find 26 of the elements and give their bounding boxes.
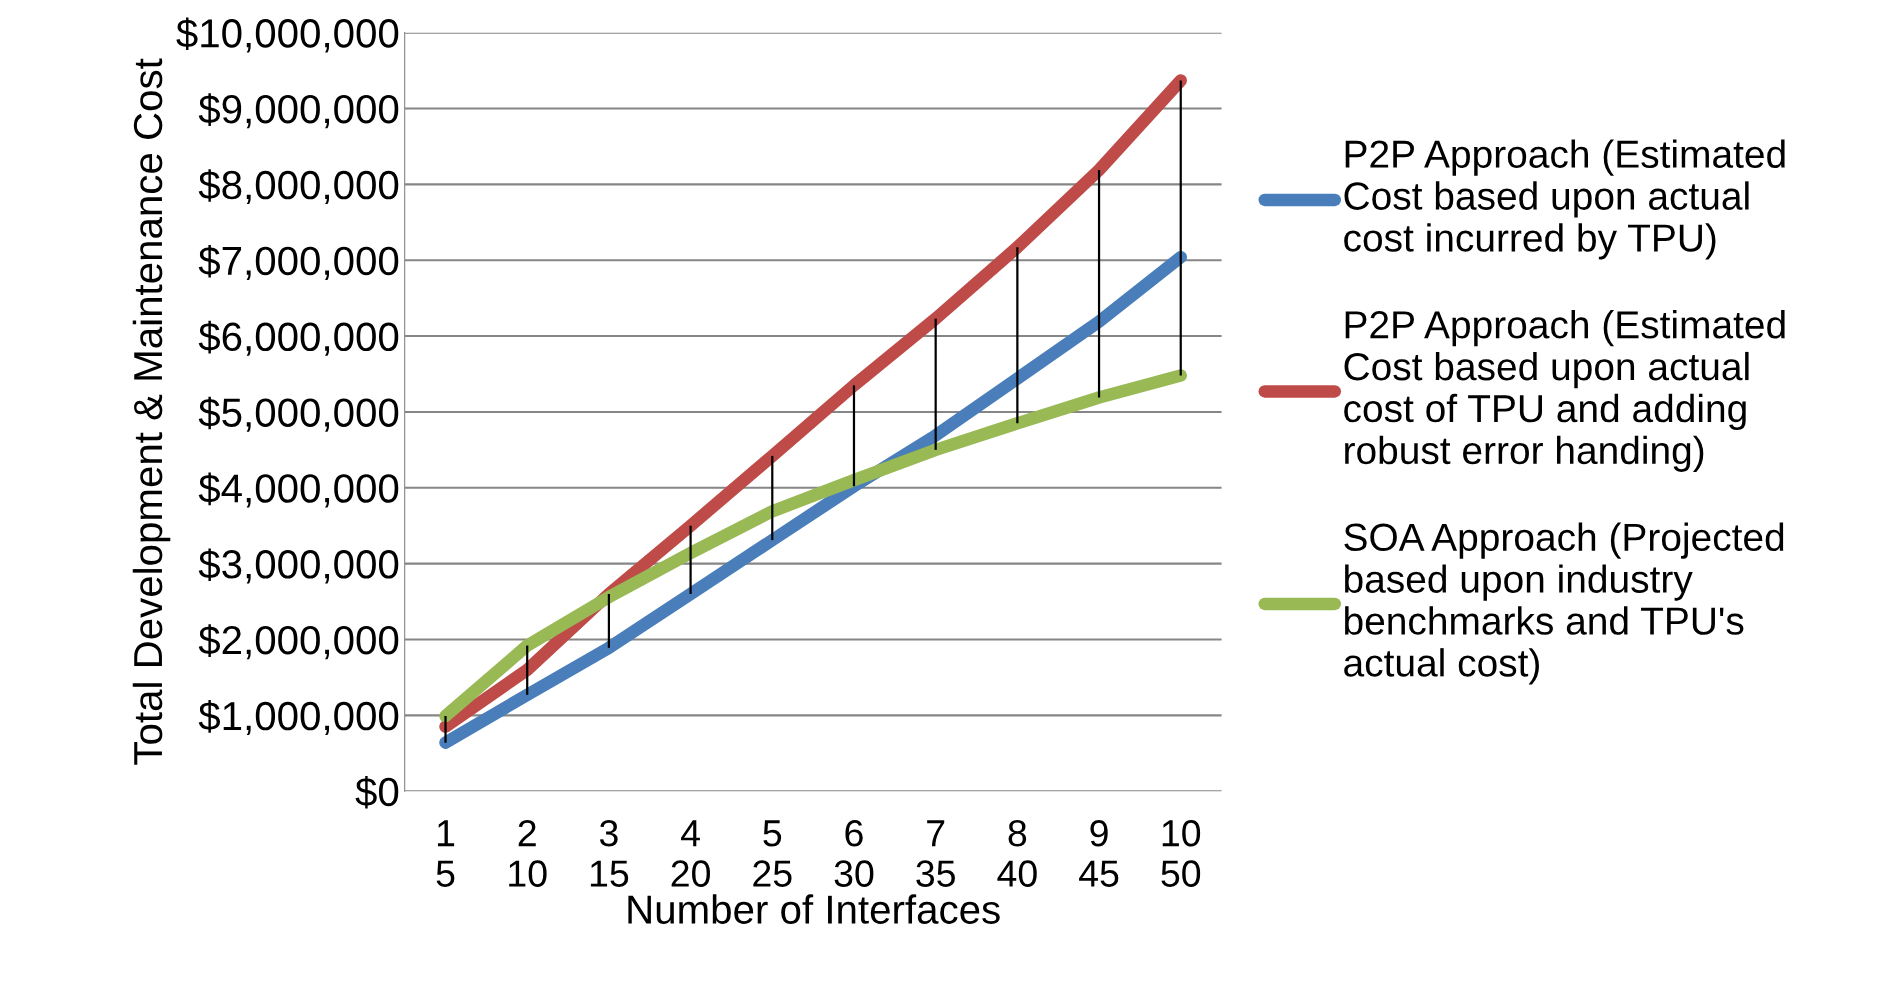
y-tick-label: $8,000,000	[198, 169, 399, 205]
y-tick-label: $0	[355, 775, 399, 809]
x-tick-label: 1 5	[436, 820, 455, 887]
x-tick-label: 5 25	[753, 820, 792, 887]
legend-label: SOA Approach (Projected based upon industry benchmarks and TPU's actual cost)	[1344, 522, 1784, 685]
y-tick-label: $3,000,000	[198, 548, 399, 584]
x-axis-title: Number of Interfaces	[628, 894, 1000, 924]
y-tick-label: $2,000,000	[198, 624, 399, 660]
y-tick-label: $9,000,000	[198, 93, 399, 129]
legend-label: P2P Approach (Estimated Cost based upon actual cost of TPU and adding robust error handing)	[1344, 310, 1785, 472]
x-tick-label: 2 10	[509, 819, 547, 887]
legend-label: P2P Approach (Estimated Cost based upon actual cost incurred by TPU)	[1344, 139, 1785, 260]
y-tick-label: $1,000,000	[198, 700, 399, 736]
x-tick-label: 8 40	[997, 819, 1037, 887]
y-axis-title: Total Development & Maintenance Cost	[132, 58, 171, 765]
y-tick-label: $5,000,000	[198, 396, 399, 432]
x-tick-label: 10 50	[1161, 819, 1201, 887]
x-tick-label: 3 15	[590, 819, 629, 887]
y-tick-label: $4,000,000	[198, 472, 399, 508]
y-tick-label: $6,000,000	[198, 320, 399, 356]
x-tick-label: 4 20	[671, 820, 710, 887]
x-tick-label: 6 30	[834, 819, 874, 887]
y-tick-label: $7,000,000	[198, 244, 399, 280]
x-tick-label: 9 45	[1079, 819, 1119, 887]
y-tick-label: $10,000,000	[176, 17, 399, 53]
x-tick-label: 7 35	[916, 820, 955, 887]
